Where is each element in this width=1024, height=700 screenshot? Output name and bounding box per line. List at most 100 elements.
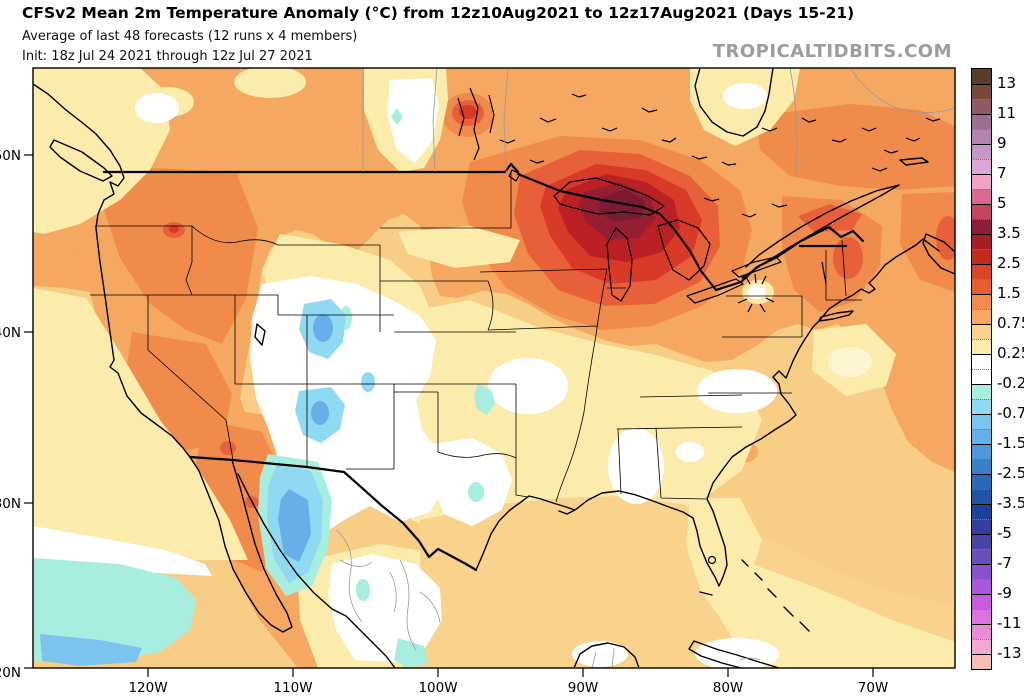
colorbar-label: -0.75 [997,404,1024,422]
colorbar-boundary [972,249,991,250]
colorbar-boundary [972,129,991,130]
colorbar-segment [972,459,991,474]
colorbar-segment [972,639,991,654]
lakes [457,87,941,565]
province-borders-gray [335,68,955,668]
colorbar-segment [972,264,991,279]
colorbar-boundary [972,444,991,445]
colorbar-segment [972,369,991,384]
colorbar-label: -13 [997,644,1022,662]
colorbar-label: -9 [997,584,1012,602]
colorbar-segment [972,489,991,504]
colorbar-segment [972,429,991,444]
map-title: CFSv2 Mean 2m Temperature Anomaly (°C) f… [22,4,855,22]
colorbar-label: -0.25 [997,374,1024,392]
init-line: Init: 18z Jul 24 2021 through 12z Jul 27… [22,49,313,64]
colorbar-segment [972,624,991,639]
state-borders [90,172,862,503]
colorbar-labels: 13 11 9 7 5 3.5 2.5 1.5 0.75 0.25 -0.25 -0.75 -1.5 -2… [997,68,1024,668]
colorbar-label: 0.25 [997,344,1024,362]
lon-label-120w: 120W [128,680,167,696]
colorbar-boundary [972,204,991,205]
colorbar-boundary [972,294,991,295]
colorbar-boundary [972,309,991,310]
colorbar-boundary [972,639,991,640]
colorbar-boundary [972,564,991,565]
colorbar-segment [972,654,991,669]
colorbar-label: 2.5 [997,254,1021,272]
colorbar [971,68,992,670]
colorbar-boundary [972,159,991,160]
colorbar-label: -1.5 [997,434,1024,452]
colorbar-label: -2.5 [997,464,1024,482]
colorbar-segment [972,84,991,99]
colorbar-segment [972,249,991,264]
colorbar-segment [972,189,991,204]
colorbar-segment [972,234,991,249]
map-frame: 50N 40N 30N 20N 120W 110W 100W 90W 80W 7… [0,67,956,696]
colorbar-boundary [972,624,991,625]
colorbar-segment [972,294,991,309]
colorbar-label: 0.75 [997,314,1024,332]
colorbar-segment [972,579,991,594]
international-borders [102,162,865,572]
coastlines [33,68,955,668]
latitude-labels: 50N 40N 30N 20N [0,148,21,681]
colorbar-segment [972,354,991,369]
lon-label-80w: 80W [713,680,744,696]
colorbar-segment [972,219,991,234]
colorbar-boundary [972,459,991,460]
colorbar-boundary [972,339,991,340]
colorbar-boundary [972,114,991,115]
colorbar-segment [972,159,991,174]
map-shading [33,68,955,668]
colorbar-segment [972,69,991,84]
colorbar-boundary [972,174,991,175]
colorbar-boundary [972,579,991,580]
colorbar-segment [972,549,991,564]
colorbar-boundary [972,474,991,475]
colorbar-segment [972,504,991,519]
colorbar-segment [972,564,991,579]
colorbar-label: -7 [997,554,1012,572]
colorbar-label: 5 [997,194,1007,212]
colorbar-segment [972,594,991,609]
colorbar-segment [972,444,991,459]
map-subtitle: Average of last 48 forecasts (12 runs x … [22,29,358,44]
colorbar-label: -3.5 [997,494,1024,512]
lon-label-100w: 100W [418,680,457,696]
lat-label-50n: 50N [0,148,21,164]
colorbar-boundary [972,399,991,400]
colorbar-boundary [972,279,991,280]
lon-label-110w: 110W [273,680,312,696]
colorbar-boundary [972,489,991,490]
longitude-labels: 120W 110W 100W 90W 80W 70W [128,680,888,696]
colorbar-boundary [972,354,991,355]
colorbar-segment [972,414,991,429]
colorbar-segment [972,309,991,324]
colorbar-boundary [972,219,991,220]
colorbar-boundary [972,534,991,535]
colorbar-boundary [972,99,991,100]
colorbar-boundary [972,234,991,235]
colorbar-boundary [972,429,991,430]
colorbar-boundary [972,189,991,190]
colorbar-boundary [972,549,991,550]
cool-anomaly-regions [33,108,495,668]
colorbar-segment [972,324,991,339]
axis-ticks [24,154,874,677]
colorbar-boundary [972,84,991,85]
colorbar-segment [972,339,991,354]
colorbar-label: 9 [997,134,1007,152]
colorbar-boundary [972,504,991,505]
colorbar-label: 3.5 [997,224,1021,242]
colorbar-segment [972,99,991,114]
lat-label-30n: 30N [0,496,21,512]
colorbar-boundary [972,609,991,610]
colorbar-segment [972,174,991,189]
colorbar-segment [972,279,991,294]
lat-label-40n: 40N [0,325,21,341]
atlantic-cream-spot [828,347,872,377]
